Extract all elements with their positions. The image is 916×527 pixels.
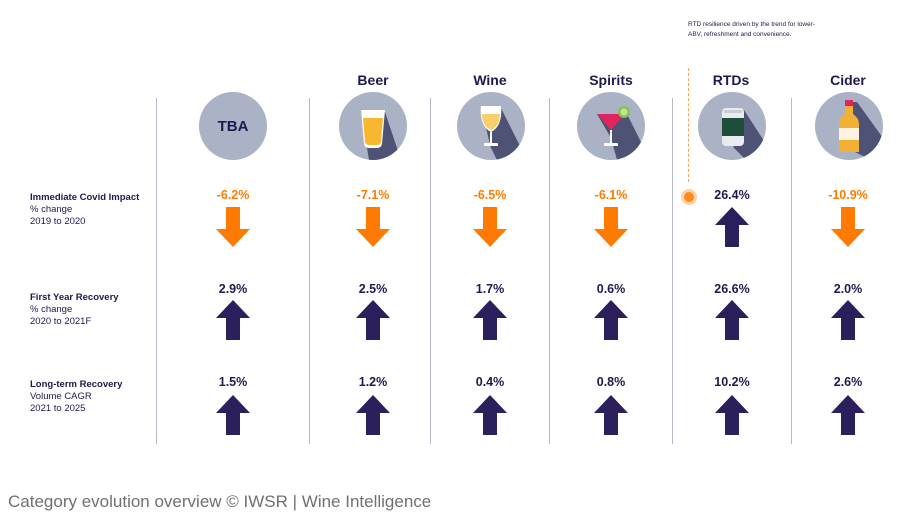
rtd-note: RTD resilience driven by the trend for l… [688,21,816,38]
column-divider [156,98,157,444]
value-cell: 1.7% [475,282,505,296]
column-divider [549,98,550,444]
arrow-down-icon [831,207,865,247]
cocktail-glass-icon [577,92,645,160]
value-cell: 26.6% [714,282,750,296]
value-cell: 10.2% [714,375,750,389]
arrow-up-icon [594,395,628,435]
arrow-up-icon [473,300,507,340]
arrow-down-icon [473,207,507,247]
value-cell: -6.2% [216,188,250,202]
value-cell: 2.0% [833,282,863,296]
value-cell: 26.4% [714,188,750,202]
arrow-up-icon [594,300,628,340]
arrow-down-icon [216,207,250,247]
wine-glass-icon [457,92,525,160]
column-divider [672,98,673,444]
arrow-down-icon [594,207,628,247]
arrow-up-icon [356,300,390,340]
category-label-beer: Beer [357,72,389,88]
arrow-up-icon [715,300,749,340]
value-cell: 0.4% [475,375,505,389]
row-label-first-year-recovery: First Year Recovery % change 2020 to 202… [30,292,119,327]
column-divider [430,98,431,444]
arrow-up-icon [216,300,250,340]
arrow-up-icon [216,395,250,435]
arrow-up-icon [831,395,865,435]
category-label-rtds: RTDs [712,72,750,88]
value-cell: 2.5% [358,282,388,296]
tba-badge: TBA [199,92,267,160]
value-cell: -6.1% [594,188,628,202]
can-icon [698,92,766,160]
arrow-up-icon [715,207,749,247]
value-cell: -7.1% [356,188,390,202]
value-cell: -10.9% [828,188,868,202]
category-label-cider: Cider [830,72,866,88]
beer-glass-icon [339,92,407,160]
bottle-icon [815,92,883,160]
value-cell: 2.6% [833,375,863,389]
column-divider [791,98,792,444]
note-marker-dot [684,192,694,202]
arrow-up-icon [356,395,390,435]
value-cell: 0.6% [596,282,626,296]
row-label-immediate-impact: Immediate Covid Impact % change 2019 to … [30,192,140,227]
value-cell: -6.5% [473,188,507,202]
arrow-up-icon [831,300,865,340]
category-label-spirits: Spirits [589,72,633,88]
arrow-up-icon [473,395,507,435]
value-cell: 2.9% [218,282,248,296]
category-label-wine: Wine [473,72,507,88]
value-cell: 1.5% [218,375,248,389]
row-label-long-term-recovery: Long-term Recovery Volume CAGR 2021 to 2… [30,379,123,414]
tba-label: TBA [217,117,249,135]
note-connector [688,68,690,182]
image-caption: Category evolution overview © IWSR | Win… [8,492,432,511]
value-cell: 1.2% [358,375,388,389]
column-divider [309,98,310,444]
arrow-up-icon [715,395,749,435]
arrow-down-icon [356,207,390,247]
value-cell: 0.8% [596,375,626,389]
